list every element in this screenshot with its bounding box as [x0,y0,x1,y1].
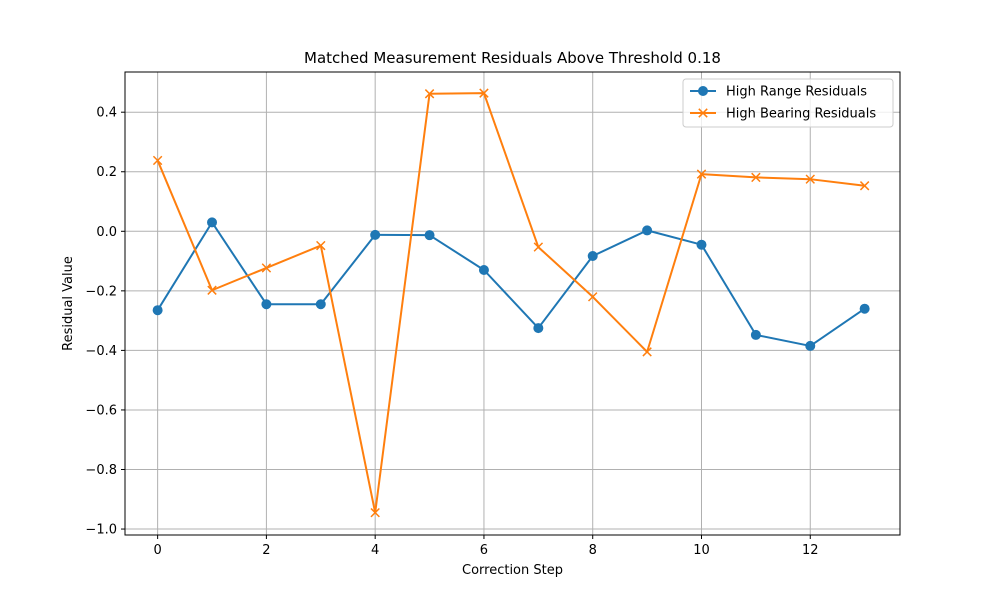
data-point [642,225,653,236]
data-point [533,323,544,334]
y-tick-label: −0.6 [85,403,117,418]
series-line [156,92,865,514]
series-layer [152,88,870,518]
series-1 [152,88,870,518]
data-point [750,329,761,340]
data-point [207,285,217,295]
data-point [478,265,489,276]
y-tick-label: 0.0 [96,225,117,240]
data-point [261,299,272,310]
data-point [152,305,163,316]
grid [125,72,900,535]
legend-label: High Range Residuals [726,85,867,100]
x-tick-label: 4 [371,543,379,558]
data-point [859,303,870,314]
x-tick-label: 12 [802,543,819,558]
data-point [479,88,489,98]
legend-item: High Range Residuals [690,85,867,100]
x-axis-label: Correction Step [462,563,563,578]
chart-title: Matched Measurement Residuals Above Thre… [304,49,721,67]
x-tick-label: 2 [262,543,270,558]
data-point [751,172,761,183]
x-tick-label: 0 [153,543,161,558]
data-point [587,292,598,302]
ticks: 0 2 4 6 8 10 12 −1.0 −0.8 −0.6 −0.4 −0.2 0.0 0.2 0.4 [85,106,818,558]
y-axis-label: Residual Value [61,256,76,351]
series-line [156,221,866,347]
data-point [424,89,435,99]
legend-marker [698,86,708,96]
x-tick-label: 6 [480,543,488,558]
data-point [370,229,381,240]
y-tick-label: 0.4 [96,106,117,121]
data-point [315,299,326,310]
legend-item: High Bearing Residuals [690,107,876,122]
x-tick-label: 10 [693,543,710,558]
y-tick-label: −0.4 [85,344,117,359]
data-point [642,347,652,357]
data-point [370,507,380,518]
y-tick-label: −0.2 [85,284,117,299]
legend-box [682,78,894,128]
data-point [207,217,218,228]
data-point [805,340,816,351]
axes-frame [124,71,901,536]
y-tick-label: 0.2 [96,165,117,180]
data-point [696,239,707,250]
legend-marker [698,108,708,118]
data-point [316,240,326,251]
y-tick-label: −1.0 [85,523,117,538]
data-point [805,174,815,184]
data-point [424,230,435,241]
data-point [859,181,870,191]
data-point [261,263,272,273]
x-tick-label: 8 [589,543,597,558]
data-point [587,251,598,262]
legend-label: High Bearing Residuals [726,107,876,122]
series-0 [152,217,870,351]
data-point [152,155,163,166]
y-tick-label: −0.8 [85,463,117,478]
legend: High Range Residuals High Bearing Residua… [682,78,894,128]
data-point [696,169,707,179]
data-point [533,242,544,252]
